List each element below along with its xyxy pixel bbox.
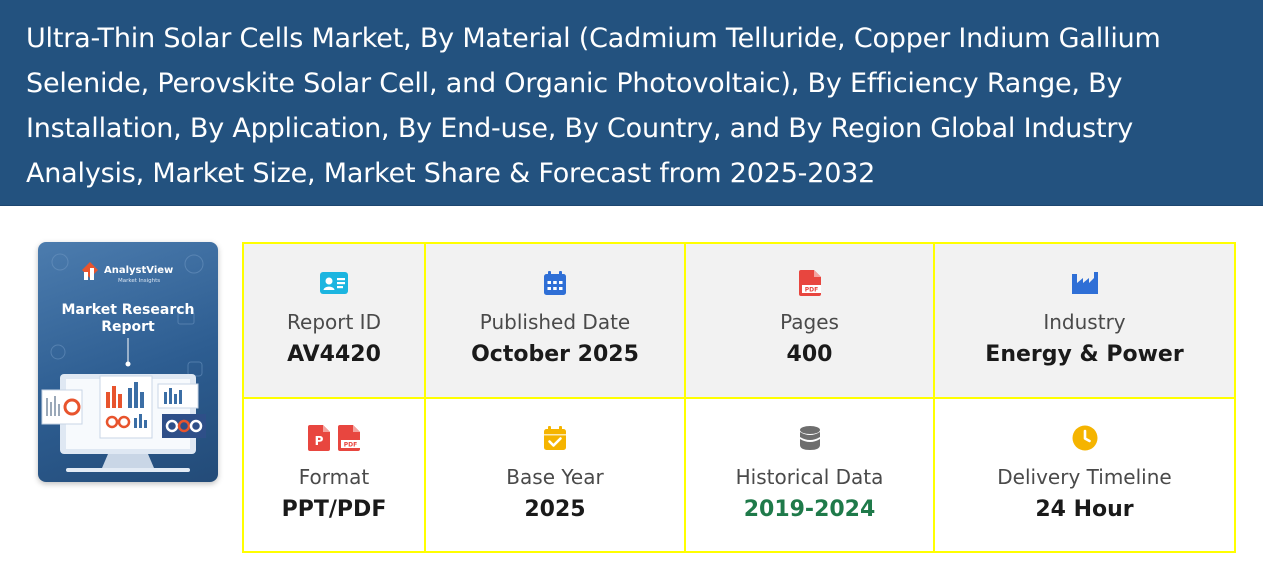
cover-brand-sub: Market Insights — [118, 278, 160, 284]
ppt-file-icon: P — [308, 425, 330, 451]
base-year-cell: Base Year 2025 — [426, 399, 686, 551]
svg-text:PDF: PDF — [344, 442, 357, 449]
clock-icon — [1072, 425, 1097, 451]
pages-cell: PDF Pages 400 — [686, 244, 935, 399]
pages-value: 400 — [786, 342, 833, 367]
pdf-file-icon: PDF — [798, 270, 821, 296]
historical-data-cell: Historical Data 2019-2024 — [686, 399, 935, 551]
industry-label: Industry — [1043, 310, 1126, 334]
published-date-value: October 2025 — [471, 342, 639, 367]
pdf-file-icon: PDF — [338, 425, 360, 451]
historical-data-value: 2019-2024 — [743, 497, 876, 522]
svg-text:PDF: PDF — [804, 287, 817, 294]
delivery-timeline-label: Delivery Timeline — [997, 465, 1172, 489]
report-id-label: Report ID — [287, 310, 381, 334]
published-date-cell: Published Date October 2025 — [426, 244, 686, 399]
historical-data-label: Historical Data — [735, 465, 884, 489]
industry-value: Energy & Power — [985, 342, 1184, 367]
report-details-grid: Report ID AV4420 Published Date October … — [242, 242, 1236, 553]
page-title: Ultra-Thin Solar Cells Market, By Materi… — [26, 23, 1161, 189]
cover-heading-line2: Report — [101, 319, 155, 335]
svg-text:P: P — [315, 434, 324, 448]
analystview-logo-icon — [82, 262, 98, 280]
published-date-label: Published Date — [479, 310, 631, 334]
report-id-value: AV4420 — [287, 342, 381, 367]
title-banner: Ultra-Thin Solar Cells Market, By Materi… — [0, 0, 1263, 206]
format-value: PPT/PDF — [281, 497, 387, 522]
calendar-icon — [544, 271, 566, 295]
format-cell: P PDF Format PPT/PDF — [244, 399, 426, 551]
database-icon — [799, 426, 820, 450]
report-cover-illustration: AnalystView Market Insights Market Resea… — [41, 253, 206, 472]
base-year-value: 2025 — [524, 497, 586, 522]
id-card-icon — [320, 272, 348, 294]
report-id-cell: Report ID AV4420 — [244, 244, 426, 399]
format-label: Format — [298, 465, 370, 489]
pages-label: Pages — [780, 310, 839, 334]
base-year-label: Base Year — [506, 465, 604, 489]
delivery-timeline-value: 24 Hour — [1035, 497, 1134, 522]
delivery-timeline-cell: Delivery Timeline 24 Hour — [935, 399, 1234, 551]
cover-heading-line1: Market Research — [62, 302, 195, 318]
cover-brand: AnalystView — [104, 265, 173, 276]
industry-cell: Industry Energy & Power — [935, 244, 1234, 399]
industry-icon — [1071, 272, 1098, 294]
report-cover-image: AnalystView Market Insights Market Resea… — [38, 242, 218, 482]
calendar-check-icon — [544, 426, 566, 450]
